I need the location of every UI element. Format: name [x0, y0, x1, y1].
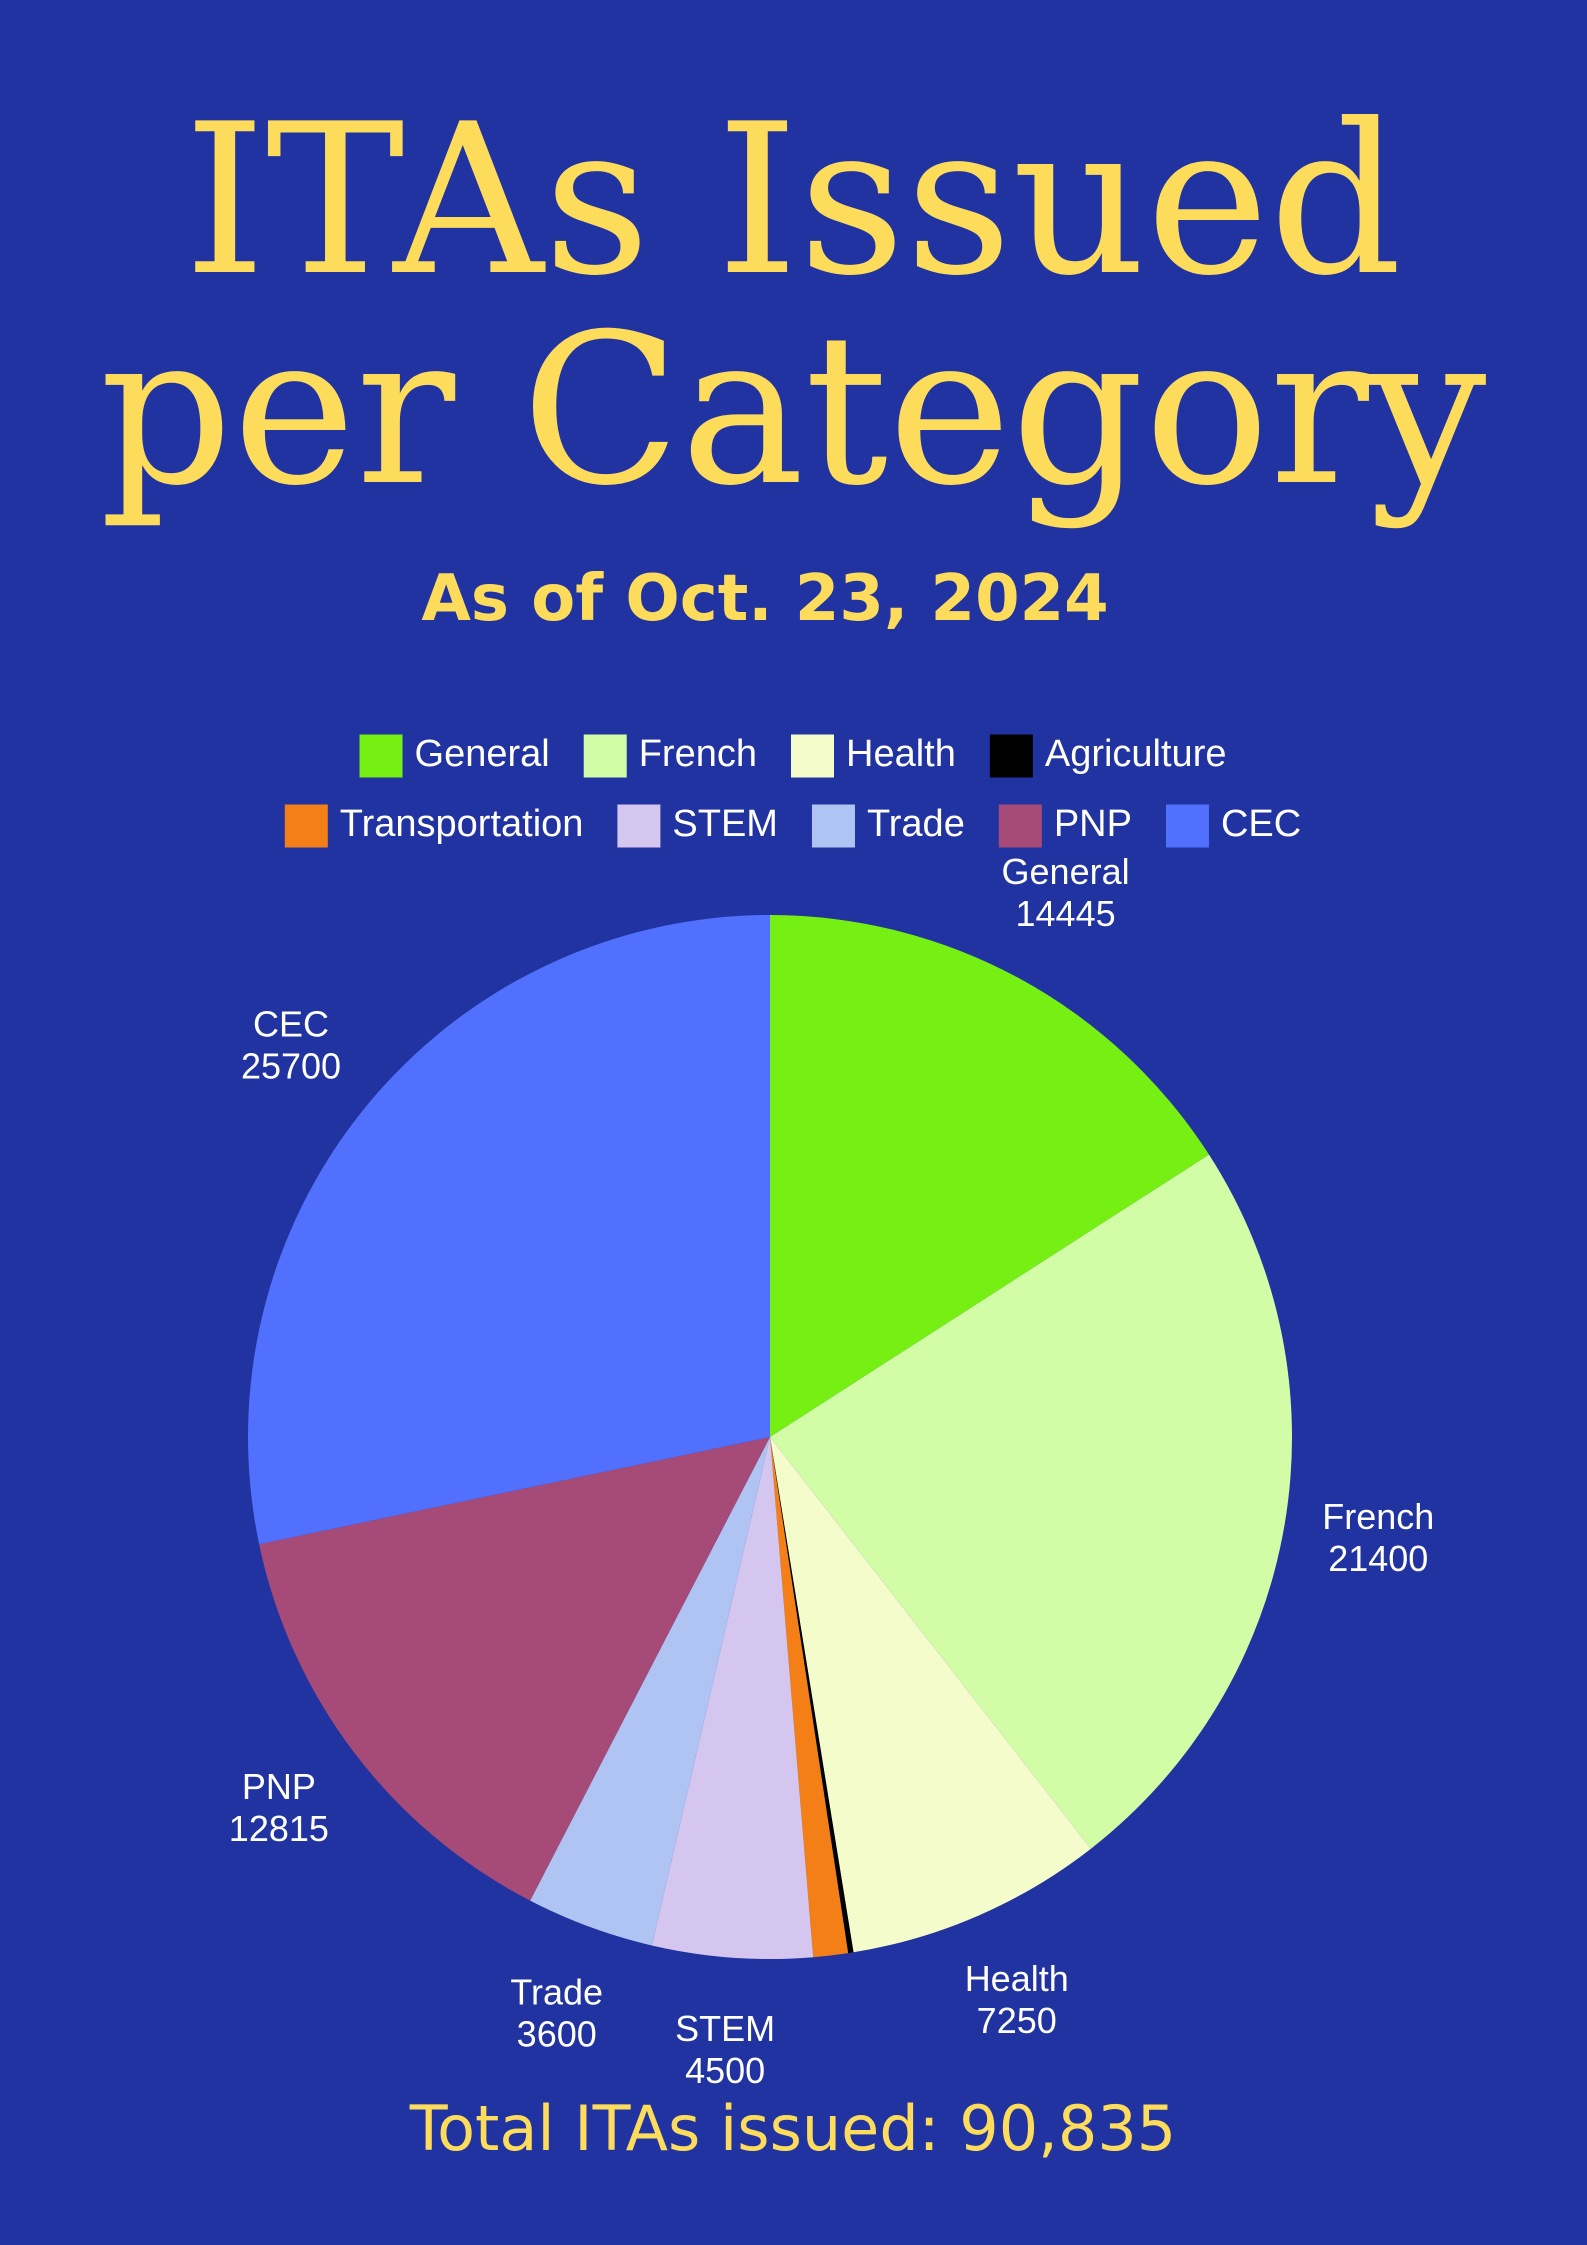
legend-label: CEC [1221, 803, 1301, 845]
legend-label: General [415, 733, 550, 775]
pie-slice [770, 1437, 1091, 1953]
slice-label-value: 4500 [685, 2050, 765, 2091]
legend-label: Transportation [340, 803, 584, 845]
legend-swatch [1165, 804, 1209, 848]
slice-label-name: CEC [253, 1004, 329, 1045]
pie-slice [651, 1437, 814, 1959]
slice-label-value: 3600 [517, 2013, 597, 2054]
slice-label-name: PNP [242, 1766, 316, 1807]
pie-slice [770, 1437, 849, 1958]
legend-row: Transportation STEM Trade PNP CEC [284, 803, 1301, 848]
legend-label: French [639, 733, 757, 775]
slice-label-name: General [1002, 851, 1130, 892]
legend-swatch [617, 804, 661, 848]
legend-row: General French Health Agriculture [359, 733, 1227, 778]
legend-label: PNP [1054, 803, 1132, 845]
legend-swatch [359, 734, 403, 778]
pie-slice [770, 915, 1210, 1437]
legend-swatch [284, 804, 328, 848]
footer-total: Total ITAs issued: 90,835 [409, 2092, 1176, 2165]
title-line: per Category [100, 290, 1487, 532]
slice-label-value: 14445 [1016, 893, 1116, 934]
pie-slice [530, 1437, 770, 1946]
subtitle: As of Oct. 23, 2024 [421, 562, 1108, 636]
legend-swatch [791, 734, 834, 778]
legend-label: Trade [867, 803, 965, 845]
legend-label: Agriculture [1045, 733, 1227, 775]
slice-label-value: 25700 [241, 1046, 341, 1087]
legend-swatch [998, 804, 1042, 848]
legend-label: Health [846, 733, 956, 775]
slice-label-value: 7250 [977, 2000, 1057, 2041]
title-line: ITAs Issued [184, 80, 1402, 322]
legend-swatch [811, 804, 855, 848]
slice-label-name: French [1322, 1496, 1434, 1537]
slice-label-name: Health [965, 1958, 1069, 1999]
legend-label: STEM [672, 803, 778, 845]
pie-slice [770, 1154, 1292, 1849]
pie-slice [248, 915, 771, 1545]
slice-label-value: 21400 [1328, 1538, 1428, 1579]
slice-label-value: 12815 [229, 1808, 329, 1849]
legend-swatch [583, 734, 627, 778]
pie-slice [259, 1437, 770, 1901]
slice-label-name: Trade [510, 1971, 603, 2012]
legend-swatch [989, 734, 1033, 778]
pie-slice [770, 1437, 854, 1954]
slice-label-name: STEM [675, 2008, 775, 2049]
